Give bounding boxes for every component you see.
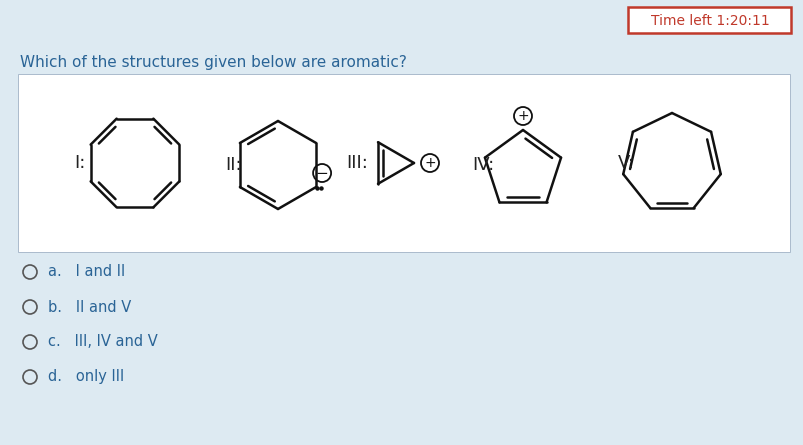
FancyBboxPatch shape bbox=[627, 7, 790, 33]
Text: c.   III, IV and V: c. III, IV and V bbox=[48, 335, 157, 349]
Text: IV:: IV: bbox=[471, 156, 494, 174]
Text: II:: II: bbox=[225, 156, 242, 174]
Text: III:: III: bbox=[345, 154, 368, 172]
Text: V:: V: bbox=[618, 154, 634, 172]
Text: b.   II and V: b. II and V bbox=[48, 299, 131, 315]
Text: d.   only III: d. only III bbox=[48, 369, 124, 384]
FancyBboxPatch shape bbox=[18, 74, 789, 252]
Text: Time left 1:20:11: Time left 1:20:11 bbox=[650, 14, 768, 28]
Text: −: − bbox=[316, 166, 328, 181]
Text: a.   I and II: a. I and II bbox=[48, 264, 125, 279]
Text: Which of the structures given below are aromatic?: Which of the structures given below are … bbox=[20, 54, 406, 69]
Text: I:: I: bbox=[74, 154, 85, 172]
Text: +: + bbox=[516, 109, 528, 123]
FancyBboxPatch shape bbox=[8, 40, 795, 438]
Text: +: + bbox=[424, 156, 435, 170]
